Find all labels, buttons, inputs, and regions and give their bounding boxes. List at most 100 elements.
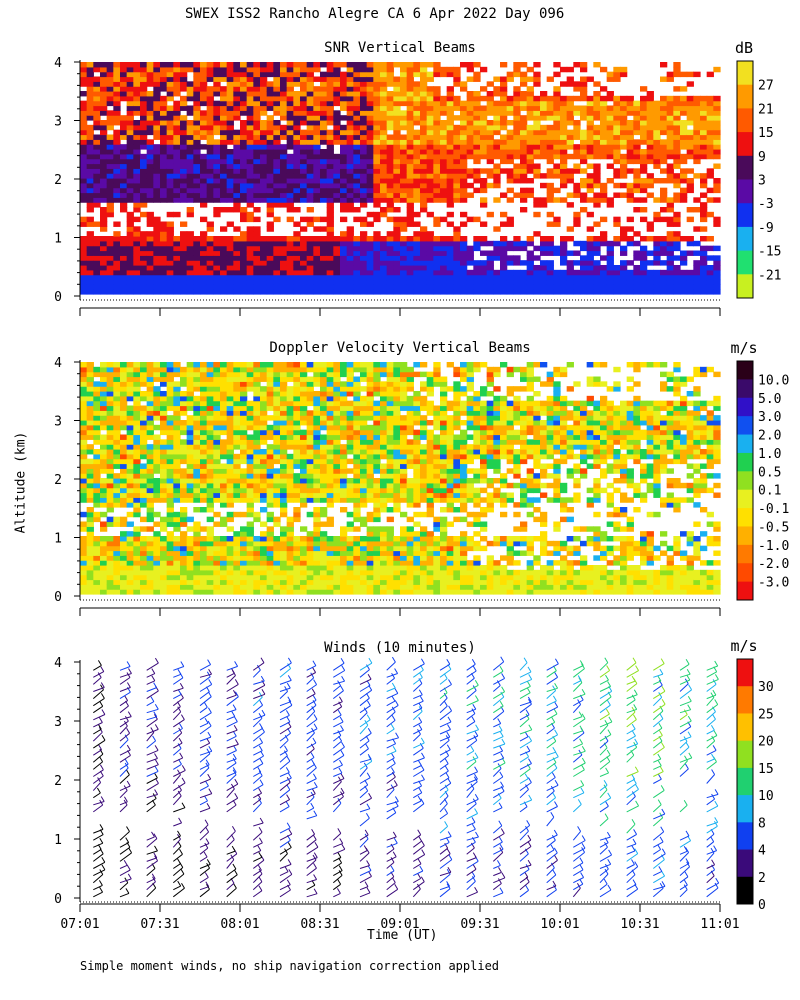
colorbar-label: -1.0	[758, 539, 789, 554]
colorbar-cell	[737, 132, 753, 157]
colorbar-label: 20	[758, 735, 774, 750]
y-tick-label: 1	[54, 833, 62, 848]
colorbar-cell	[737, 179, 753, 204]
snr-title: SNR Vertical Beams	[324, 40, 476, 56]
colorbar-frame	[736, 60, 754, 299]
colorbar-label: -9	[758, 221, 774, 236]
y-tick-label: 3	[54, 415, 62, 430]
y-tick-label: 4	[54, 656, 62, 671]
colorbar-label: -21	[758, 268, 781, 283]
colorbar-label: 9	[758, 150, 766, 165]
colorbar-cell	[737, 471, 753, 491]
colorbar-label: 10.0	[758, 373, 789, 388]
y-tick-label: 3	[54, 715, 62, 730]
colorbar-cell	[737, 508, 753, 527]
x-tick-label: 08:01	[220, 917, 259, 932]
colorbar-cell	[737, 822, 753, 851]
y-tick-label: 3	[54, 115, 62, 130]
colorbar-label: 2	[758, 871, 766, 886]
colorbar-cell	[737, 563, 753, 583]
colorbar-label: 25	[758, 707, 774, 722]
doppler-title: Doppler Velocity Vertical Beams	[269, 340, 530, 356]
colorbar-label: -2.0	[758, 557, 789, 572]
colorbar-label: 10	[758, 789, 774, 804]
doppler-field	[80, 362, 721, 595]
colorbar-cell	[737, 361, 753, 380]
colorbar-label: 3	[758, 174, 766, 189]
colorbar-unit: dB	[735, 39, 753, 57]
colorbar-cell	[737, 61, 753, 86]
colorbar-cell	[737, 203, 753, 228]
colorbar-frame	[736, 658, 754, 905]
colorbar-cell	[737, 581, 753, 601]
colorbar-cell	[737, 489, 753, 509]
colorbar-cell	[737, 155, 753, 180]
colorbar-label: 2.0	[758, 429, 781, 444]
colorbar-label: -15	[758, 245, 781, 260]
colorbar-cell	[737, 250, 753, 275]
y-tick-label: 4	[54, 356, 62, 371]
colorbar-cell	[737, 274, 753, 299]
x-tick-label: 07:01	[60, 917, 99, 932]
colorbar-cell	[737, 544, 753, 564]
colorbar-cell	[737, 849, 753, 878]
colorbar-cell	[737, 686, 753, 714]
colorbar-cell	[737, 659, 753, 687]
colorbar-frame	[736, 360, 754, 601]
x-tick-label: 08:31	[300, 917, 339, 932]
winds-title: Winds (10 minutes)	[324, 640, 476, 656]
colorbar-label: 8	[758, 816, 766, 831]
colorbar-cell	[737, 767, 753, 796]
colorbar-cell	[737, 434, 753, 454]
colorbar-label: 3.0	[758, 410, 781, 425]
y-tick-label: 2	[54, 774, 62, 789]
colorbar-label: 1.0	[758, 447, 781, 462]
colorbar-label: 0.1	[758, 484, 781, 499]
colorbar-cell	[737, 713, 753, 742]
colorbar-cell	[737, 379, 753, 399]
snr-field	[80, 62, 721, 295]
x-tick-label: 09:01	[380, 917, 419, 932]
x-tick-label: 10:31	[620, 917, 659, 932]
x-tick-label: 09:31	[460, 917, 499, 932]
colorbar-label: 0.5	[758, 465, 781, 480]
x-tick-label: 07:31	[140, 917, 179, 932]
colorbar-label: 5.0	[758, 392, 781, 407]
x-tick-label: 10:01	[540, 917, 579, 932]
colorbar-label: -0.1	[758, 502, 789, 517]
colorbar-label: 30	[758, 680, 774, 695]
colorbar-label: -3	[758, 197, 774, 212]
colorbar-label: 15	[758, 762, 774, 777]
footnote: Simple moment winds, no ship navigation …	[80, 959, 500, 973]
y-tick-label: 0	[54, 590, 62, 605]
colorbar-label: 4	[758, 844, 766, 859]
colorbar-cell	[737, 452, 753, 472]
colorbar-label: 0	[758, 898, 766, 913]
colorbar-cell	[737, 108, 753, 133]
colorbar-label: 15	[758, 126, 774, 141]
y-tick-label: 1	[54, 532, 62, 547]
colorbar-cell	[737, 795, 753, 823]
colorbar-cell	[737, 740, 753, 769]
colorbar-cell	[737, 226, 753, 252]
colorbar-label: 27	[758, 79, 774, 94]
x-tick-label: 11:01	[700, 917, 739, 932]
y-tick-label: 4	[54, 56, 62, 71]
colorbar-cell	[737, 876, 753, 905]
colorbar-label: -3.0	[758, 576, 789, 591]
colorbar-cell	[737, 526, 753, 546]
y-tick-label: 2	[54, 473, 62, 488]
colorbar-label: -0.5	[758, 520, 789, 535]
x-axis-label: Time (UT)	[367, 928, 438, 943]
y-tick-label: 0	[54, 892, 62, 907]
colorbar-unit: m/s	[730, 637, 757, 655]
figure-title: SWEX ISS2 Rancho Alegre CA 6 Apr 2022 Da…	[185, 6, 565, 22]
colorbar-unit: m/s	[730, 339, 757, 357]
colorbar-cell	[737, 397, 753, 417]
y-tick-label: 2	[54, 173, 62, 188]
colorbar-cell	[737, 416, 753, 436]
y-tick-label: 1	[54, 232, 62, 247]
colorbar-label: 21	[758, 102, 774, 117]
y-tick-label: 0	[54, 290, 62, 305]
